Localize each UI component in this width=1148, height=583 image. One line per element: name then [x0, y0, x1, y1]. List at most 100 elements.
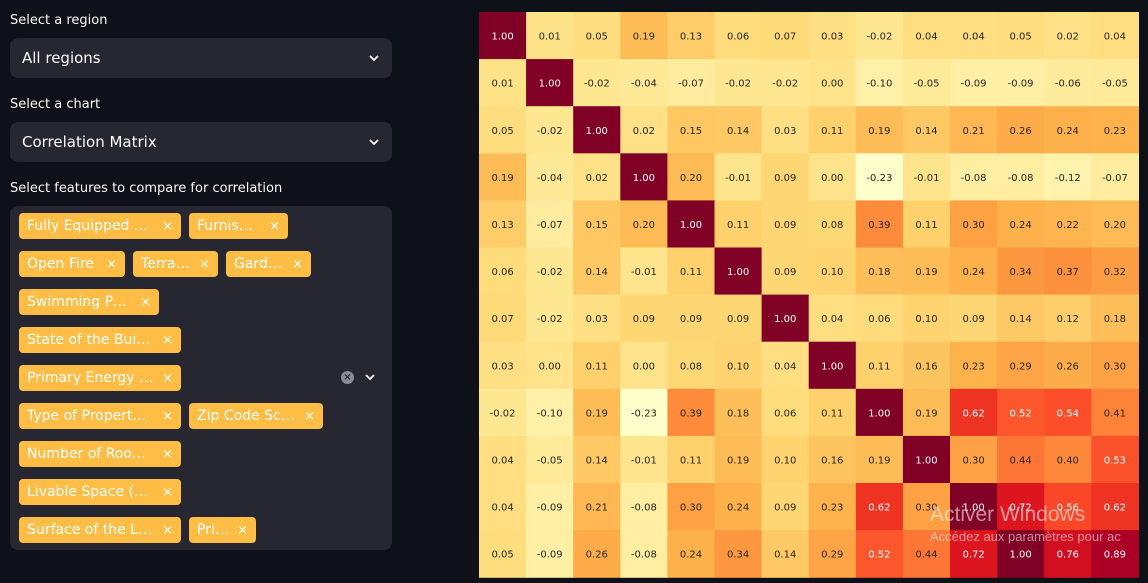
heatmap-cell [997, 247, 1045, 296]
heatmap-cell-label: -0.10 [537, 408, 563, 419]
remove-tag-icon[interactable]: × [162, 332, 173, 348]
heatmap-cell [950, 530, 998, 578]
heatmap-cell [573, 153, 621, 201]
heatmap-cell [526, 200, 574, 249]
heatmap-cell [808, 294, 857, 343]
heatmap-cell [902, 12, 951, 60]
correlation-heatmap: 1.00 0.01 0.05 0.19 0.13 0.06 0.07 0.03 -0.02 0.0… [479, 12, 1139, 578]
heatmap-cell [573, 435, 621, 484]
region-label: Select a region [10, 13, 108, 28]
feature-tag[interactable]: Livable Space (m… × [19, 479, 181, 505]
heatmap-cell-label: 0.19 [491, 173, 513, 184]
remove-tag-icon[interactable]: × [162, 522, 173, 538]
heatmap-cell-label: -0.01 [631, 267, 657, 278]
remove-tag-icon[interactable]: × [162, 370, 173, 386]
remove-tag-icon[interactable]: × [199, 256, 210, 272]
heatmap-cell [855, 483, 904, 531]
remove-tag-icon[interactable]: × [292, 256, 303, 272]
heatmap-cell [997, 388, 1045, 437]
region-select[interactable]: All regions [10, 38, 392, 78]
heatmap-cell-label: 0.19 [915, 267, 937, 278]
remove-tag-icon[interactable]: × [162, 446, 173, 462]
feature-tag[interactable]: Garden × [226, 251, 311, 277]
feature-tag[interactable]: Primary Energy … × [19, 365, 181, 391]
heatmap-cell [902, 341, 951, 390]
heatmap-cell-label: 1.00 [821, 361, 843, 372]
heatmap-cell-label: -0.23 [631, 408, 657, 419]
chevron-down-icon[interactable] [364, 371, 376, 383]
heatmap-cell [761, 12, 810, 60]
heatmap-cell [1091, 12, 1139, 60]
feature-tag[interactable]: Furnished × [189, 213, 288, 239]
heatmap-cell-label: 0.24 [727, 503, 749, 514]
heatmap-cell [997, 59, 1045, 107]
heatmap-cell-label: 0.40 [1057, 456, 1079, 467]
heatmap-cell [950, 153, 998, 201]
heatmap-cell [950, 106, 998, 154]
heatmap-cell-label: 0.39 [680, 408, 702, 419]
feature-tag[interactable]: Zip Code Score × [189, 403, 323, 429]
feature-tag[interactable]: Price × [189, 517, 256, 543]
heatmap-cell-label: -0.23 [866, 173, 892, 184]
remove-tag-icon[interactable]: × [140, 294, 151, 310]
heatmap-cell-label: 0.20 [1104, 220, 1126, 231]
heatmap-cell-label: 0.11 [680, 456, 702, 467]
feature-tag-label: Garden [234, 256, 285, 272]
heatmap-cell-label: 0.09 [727, 314, 749, 325]
feature-tag[interactable]: Type of Property… × [19, 403, 181, 429]
feature-tag[interactable]: Number of Roo… × [19, 441, 181, 467]
heatmap-cell [808, 153, 857, 201]
heatmap-cell [1091, 247, 1139, 296]
heatmap-cell-label: -0.04 [631, 79, 657, 90]
remove-tag-icon[interactable]: × [162, 408, 173, 424]
remove-tag-icon[interactable]: × [269, 218, 280, 234]
heatmap-cell [761, 247, 810, 296]
heatmap-cell [761, 106, 810, 154]
heatmap-cell-label: 0.23 [962, 361, 984, 372]
chart-select[interactable]: Correlation Matrix [10, 122, 392, 162]
feature-tag[interactable]: Fully Equipped K… × [19, 213, 181, 239]
clear-all-icon[interactable]: × [341, 371, 354, 384]
heatmap-cell [902, 247, 951, 296]
features-multiselect[interactable]: Fully Equipped K… × Furnished × Open Fir… [10, 206, 392, 550]
remove-tag-icon[interactable]: × [106, 256, 117, 272]
heatmap-cell-label: 0.01 [539, 32, 561, 43]
heatmap-cell-label: 0.15 [586, 220, 608, 231]
heatmap-cell-label: 0.00 [821, 79, 843, 90]
heatmap-cell-label: 0.05 [1009, 32, 1031, 43]
feature-tag[interactable]: Surface of the La… × [19, 517, 181, 543]
heatmap-cell [620, 106, 668, 154]
heatmap-cell-label: 0.24 [1009, 220, 1031, 231]
feature-tag[interactable]: Open Fire × [19, 251, 125, 277]
heatmap-cell-label: 0.62 [962, 408, 984, 419]
heatmap-cell-label: 0.10 [821, 267, 843, 278]
feature-tag-label: Terrace [141, 256, 192, 272]
heatmap-cell [950, 341, 998, 390]
heatmap-cell-label: 0.03 [821, 32, 843, 43]
heatmap-cell [950, 247, 998, 296]
heatmap-cell-label: -0.02 [584, 79, 610, 90]
heatmap-cell [997, 200, 1045, 249]
feature-tag-label: Type of Property… [27, 408, 155, 424]
heatmap-cell-label: -0.09 [537, 503, 563, 514]
heatmap-cell [902, 200, 951, 249]
heatmap-cell [855, 530, 904, 578]
remove-tag-icon[interactable]: × [304, 408, 315, 424]
heatmap-cell [667, 59, 716, 107]
feature-tag[interactable]: State of the Buil… × [19, 327, 181, 353]
heatmap-cell-label: 0.08 [821, 220, 843, 231]
heatmap-cell [761, 435, 810, 484]
heatmap-cell-label: 0.11 [821, 408, 843, 419]
heatmap-cell-label: 0.08 [680, 361, 702, 372]
heatmap-cell-label: 0.21 [586, 503, 608, 514]
feature-tag[interactable]: Swimming Pool × [19, 289, 159, 315]
heatmap-cell [855, 294, 904, 343]
remove-tag-icon[interactable]: × [162, 218, 173, 234]
heatmap-cell-label: 0.04 [1104, 32, 1126, 43]
remove-tag-icon[interactable]: × [162, 484, 173, 500]
heatmap-cell [573, 200, 621, 249]
feature-tag[interactable]: Terrace × [133, 251, 218, 277]
heatmap-cell-label: -0.08 [961, 173, 987, 184]
remove-tag-icon[interactable]: × [237, 522, 248, 538]
heatmap-cell [761, 59, 810, 107]
